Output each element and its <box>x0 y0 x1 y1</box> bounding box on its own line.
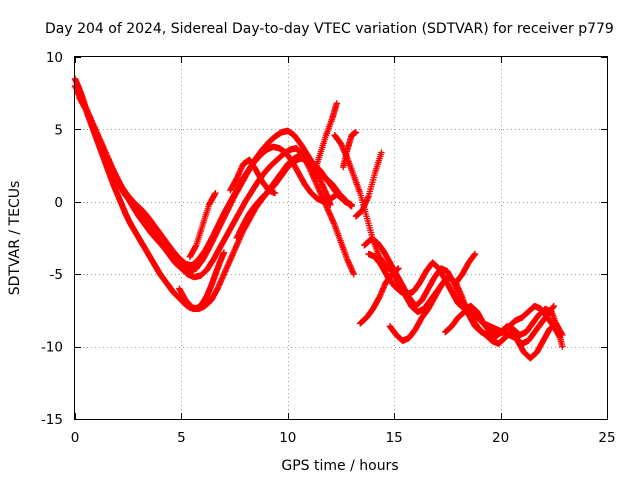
data-point <box>348 201 355 208</box>
data-point <box>444 273 451 281</box>
data-point <box>556 334 564 342</box>
y-tick-label: 10 <box>46 50 63 66</box>
data-point <box>395 265 402 272</box>
data-point <box>559 343 566 350</box>
series-track-4 <box>76 94 357 281</box>
series-track-12 <box>386 273 451 345</box>
data-points <box>71 75 566 362</box>
y-tick-label: -5 <box>50 267 63 283</box>
data-point <box>350 271 357 278</box>
x-axis-label: GPS time / hours <box>281 458 398 474</box>
series-track-11 <box>356 265 402 327</box>
x-tick-label: 10 <box>279 430 296 446</box>
x-tick-label: 20 <box>492 430 509 446</box>
data-point <box>271 189 279 197</box>
series-track-18 <box>339 129 360 171</box>
data-point <box>471 250 479 258</box>
y-tick-label: -15 <box>41 412 63 428</box>
x-tick-label: 15 <box>386 430 403 446</box>
data-point <box>333 100 340 107</box>
series-track-15 <box>310 100 340 179</box>
series-track-13 <box>442 302 557 347</box>
series-track-8 <box>361 236 566 362</box>
x-tick-label: 25 <box>598 430 615 446</box>
y-tick-label: 5 <box>54 122 63 138</box>
x-tick-labels: 0 5 10 15 20 25 <box>71 430 616 446</box>
series-track-16 <box>227 156 279 197</box>
series-track-10 <box>352 149 385 220</box>
data-point <box>220 249 228 256</box>
y-tick-labels: -15 -10 -5 0 5 10 <box>41 50 63 428</box>
y-tick-label: 0 <box>54 195 63 211</box>
data-point <box>378 149 385 156</box>
data-point <box>352 129 360 136</box>
chart-title: Day 204 of 2024, Sidereal Day-to-day VTE… <box>45 21 614 37</box>
data-point <box>212 189 219 197</box>
series-track-14 <box>452 250 479 287</box>
x-tick-label: 5 <box>177 430 186 446</box>
plot-frame <box>74 56 608 420</box>
x-tick-label: 0 <box>71 430 80 446</box>
y-tick-label: -10 <box>41 340 63 356</box>
series-track-17 <box>186 189 219 261</box>
data-point <box>327 201 334 208</box>
y-axis-label: SDTVAR / TECUs <box>7 181 23 296</box>
data-point <box>550 302 557 310</box>
series-track-1 <box>71 75 228 313</box>
